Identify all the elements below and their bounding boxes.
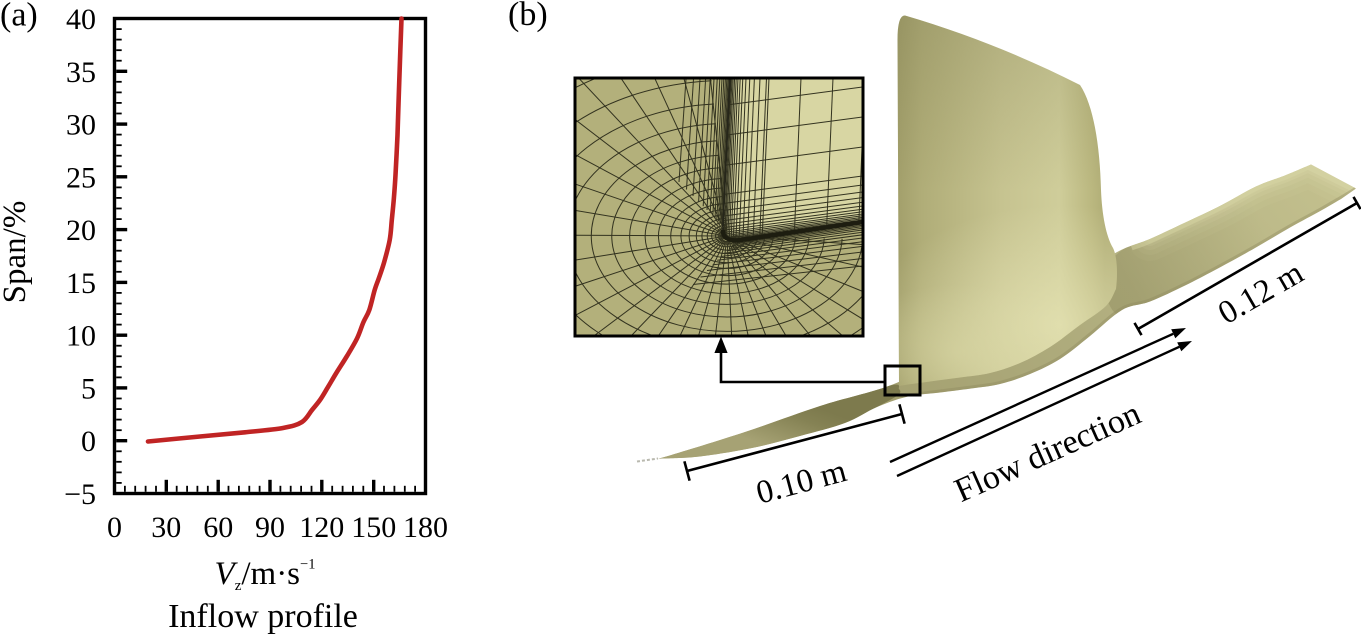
svg-text:15: 15 [66,267,96,300]
svg-text:90: 90 [255,511,285,544]
svg-text:(b): (b) [508,0,548,33]
svg-text:0.12 m: 0.12 m [1212,255,1310,332]
svg-text:150: 150 [351,511,396,544]
svg-text:35: 35 [66,56,96,89]
svg-text:5: 5 [81,372,96,405]
svg-text:0.10 m: 0.10 m [752,453,850,512]
svg-text:0: 0 [107,511,122,544]
svg-text:Span/%: Span/% [0,201,33,304]
svg-text:Vz/m·s−1: Vz/m·s−1 [215,556,316,594]
svg-text:180: 180 [403,511,448,544]
svg-text:40: 40 [66,3,96,36]
svg-text:−5: −5 [64,478,96,511]
svg-text:0: 0 [81,425,96,458]
svg-text:30: 30 [66,109,96,142]
svg-text:10: 10 [66,320,96,353]
svg-text:25: 25 [66,161,96,194]
svg-text:(a): (a) [0,0,38,34]
svg-text:30: 30 [151,511,181,544]
svg-text:60: 60 [203,511,233,544]
svg-text:120: 120 [299,511,344,544]
svg-text:Flow direction: Flow direction [949,395,1146,510]
svg-text:Inflow profile: Inflow profile [168,598,358,635]
svg-text:20: 20 [66,214,96,247]
